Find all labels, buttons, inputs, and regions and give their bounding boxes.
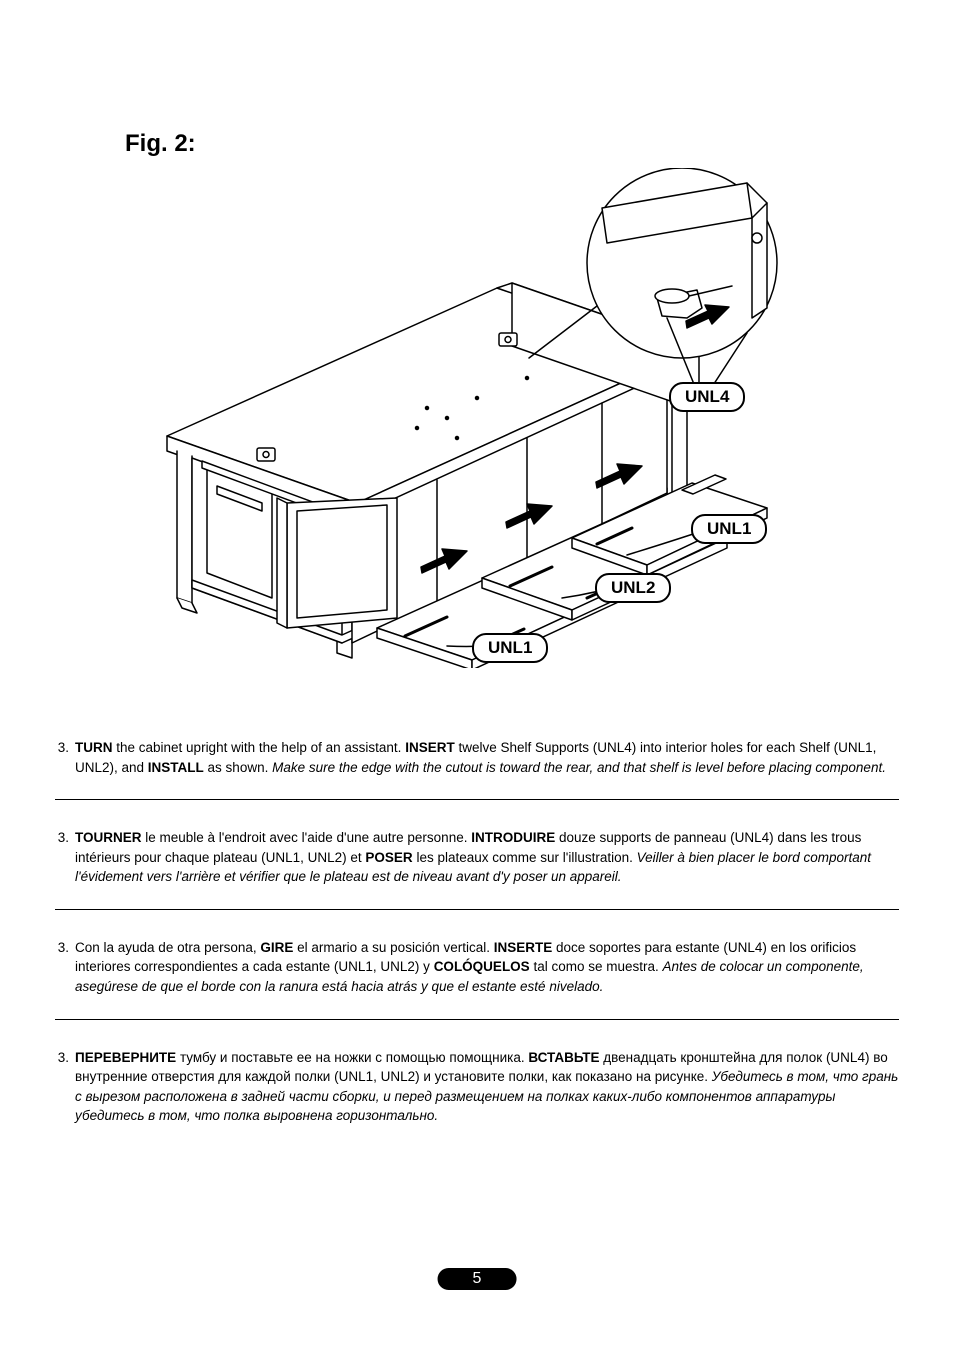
page-number-badge: 5 <box>438 1268 517 1290</box>
instruction-en: 3. TURN the cabinet upright with the hel… <box>55 738 899 800</box>
step-text: Con la ayuda de otra persona, GIRE el ar… <box>75 938 899 997</box>
instruction-es: 3. Con la ayuda de otra persona, GIRE el… <box>55 938 899 1020</box>
label-unl1-bottom: UNL1 <box>472 633 548 663</box>
step-number: 3. <box>55 938 75 997</box>
instruction-fr: 3. TOURNER le meuble à l'endroit avec l'… <box>55 828 899 910</box>
label-unl1-right: UNL1 <box>691 514 767 544</box>
instruction-list: 3. TURN the cabinet upright with the hel… <box>55 738 899 1148</box>
figure-title: Fig. 2: <box>125 130 899 158</box>
label-unl4: UNL4 <box>669 382 745 412</box>
label-unl2: UNL2 <box>595 573 671 603</box>
step-number: 3. <box>55 828 75 887</box>
step-text: ПЕРЕВЕРНИТЕ тумбу и поставьте ее на ножк… <box>75 1048 899 1126</box>
step-text: TURN the cabinet upright with the help o… <box>75 738 899 777</box>
step-number: 3. <box>55 1048 75 1126</box>
step-text: TOURNER le meuble à l'endroit avec l'aid… <box>75 828 899 887</box>
cabinet-svg <box>127 168 827 668</box>
assembly-diagram: UNL4 UNL1 UNL2 UNL1 <box>127 168 827 668</box>
step-number: 3. <box>55 738 75 777</box>
instruction-ru: 3. ПЕРЕВЕРНИТЕ тумбу и поставьте ее на н… <box>55 1048 899 1148</box>
